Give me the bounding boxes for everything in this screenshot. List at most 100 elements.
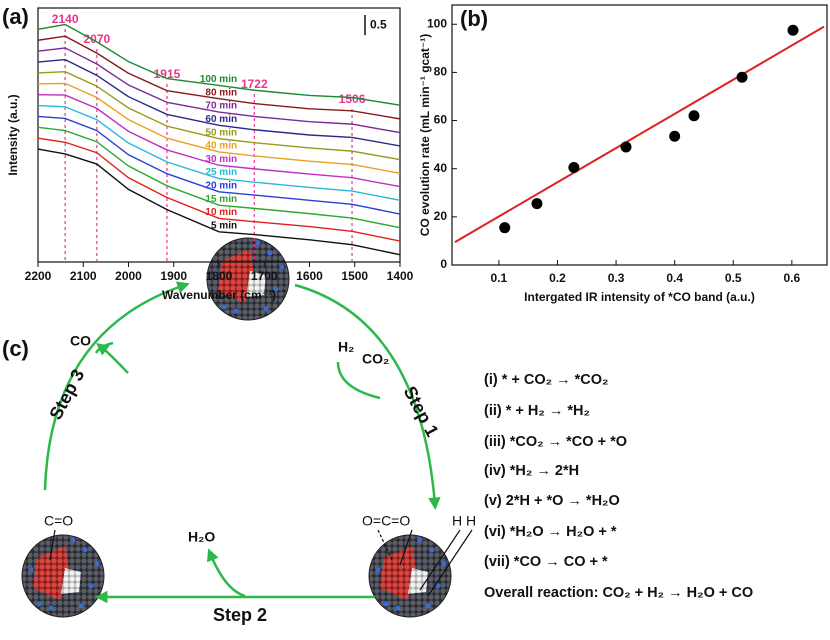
legend-label: 5 min (211, 220, 237, 231)
y-axis-label: Intensity (a.u.) (6, 94, 20, 175)
x-tick-label: 2100 (70, 269, 97, 283)
legend-label: 40 min (205, 141, 237, 152)
spectrum-line (37, 35, 401, 120)
x-axis-label: Intergated IR intensity of *CO band (a.u… (524, 290, 755, 304)
x-tick-label: 0.2 (549, 271, 566, 285)
x-tick-label: 0.3 (608, 271, 625, 285)
panel-label: (b) (460, 6, 488, 31)
data-point (669, 130, 681, 142)
reactant-arrow (336, 361, 381, 400)
reaction-list: (i) * + CO₂ → *CO₂ (ii) * + H₂ → *H₂ (iii)… (484, 372, 753, 601)
legend-label: 15 min (205, 194, 237, 205)
x-tick-label: 1700 (251, 269, 278, 283)
step-label: Step 3 (45, 366, 88, 423)
spectrum-line (37, 148, 401, 256)
product-label: H₂O (188, 529, 215, 545)
legend-label: 100 min (200, 74, 237, 85)
legend-label: 20 min (205, 180, 237, 191)
y-tick-label: 60 (434, 113, 448, 127)
spectrum-line (37, 137, 401, 242)
spectrum-line (37, 58, 401, 147)
x-tick-label: 0.4 (666, 271, 683, 285)
legend-label: 70 min (205, 101, 237, 112)
reaction: (vii) *CO → CO + * (484, 554, 608, 570)
bond (419, 529, 461, 591)
x-tick-label: 0.1 (491, 271, 508, 285)
x-tick-label: 1900 (160, 269, 187, 283)
co-arrow-body (94, 341, 114, 354)
data-point (688, 110, 700, 122)
catalyst-sphere (368, 534, 452, 618)
x-tick-label: 1400 (387, 269, 414, 283)
x-tick-label: 1500 (341, 269, 368, 283)
co-arrow (96, 342, 129, 374)
bond (49, 529, 56, 561)
adsorbate-label: H H (452, 513, 476, 529)
legend-label: 50 min (205, 127, 237, 138)
reaction: (v) 2*H + *O → *H₂O (484, 493, 620, 509)
reaction: (iv) *H₂ → 2*H (484, 463, 579, 479)
legend-label: 80 min (205, 87, 237, 98)
x-tick-label: 0.6 (784, 271, 801, 285)
panel-label: (a) (2, 4, 29, 29)
annotation-label: 1915 (154, 67, 181, 81)
reaction: (iii) *CO₂ → *CO + *O (484, 434, 627, 450)
y-tick-label: 20 (434, 209, 448, 223)
fit-line (454, 25, 825, 243)
legend-label: 25 min (205, 167, 237, 178)
adsorbate-label: C=O (44, 513, 73, 529)
legend-label: 10 min (205, 207, 237, 218)
annotation-label: 2070 (83, 32, 110, 46)
adsorbate-label: O=C=O (362, 513, 410, 529)
reaction: (i) * + CO₂ → *CO₂ (484, 372, 608, 388)
scale-bar-label: 0.5 (370, 17, 387, 31)
spectrum-line (37, 23, 401, 106)
y-tick-label: 0 (440, 257, 447, 271)
data-point (736, 71, 748, 83)
step1-arrow (294, 283, 441, 510)
spectrum-line (37, 93, 401, 188)
data-point (499, 222, 511, 234)
data-point (531, 198, 543, 210)
legend-label: 60 min (205, 114, 237, 125)
annotation-label: 1506 (339, 92, 366, 106)
y-tick-label: 100 (427, 16, 447, 30)
y-axis-label: CO evolution rate (mL min⁻¹ gcat⁻¹) (418, 34, 432, 236)
x-tick-label: 2200 (25, 269, 52, 283)
spectrum-line (37, 82, 401, 174)
bond (427, 529, 473, 597)
data-point (620, 141, 632, 153)
x-tick-label: 1600 (296, 269, 323, 283)
annotation-label: 2140 (52, 12, 79, 26)
spectrum-line (37, 126, 401, 229)
y-tick-label: 80 (434, 65, 448, 79)
step3-arrow (43, 281, 190, 491)
panel-label: (c) (2, 336, 29, 361)
legend-label: 30 min (205, 154, 237, 165)
plot-frame (451, 4, 828, 266)
reaction: (vi) *H₂O → H₂O + * (484, 524, 617, 540)
reaction: (ii) * + H₂ → *H₂ (484, 403, 590, 419)
reactant-label: CO₂ (362, 351, 389, 367)
reactant-label: H₂ (338, 339, 354, 355)
x-axis-label: Wavenumber (cm⁻¹) (162, 288, 276, 302)
data-point (787, 24, 799, 36)
step-label: Step 2 (213, 605, 267, 625)
annotation-label: 1722 (241, 77, 268, 91)
spectrum-line (37, 115, 401, 215)
spectrum-line (37, 47, 401, 134)
y-tick-label: 40 (434, 161, 448, 175)
bond (377, 529, 393, 561)
data-point (568, 162, 580, 173)
spectrum-line (37, 70, 401, 161)
bond (399, 529, 413, 566)
h2o-arrow (207, 548, 246, 598)
x-tick-label: 0.5 (725, 271, 742, 285)
step-label: Step 1 (400, 383, 443, 440)
catalyst-sphere (21, 534, 105, 618)
x-tick-label: 1800 (206, 269, 233, 283)
product-label: CO (70, 333, 91, 349)
x-tick-label: 2000 (115, 269, 142, 283)
spectrum-line (37, 104, 401, 202)
